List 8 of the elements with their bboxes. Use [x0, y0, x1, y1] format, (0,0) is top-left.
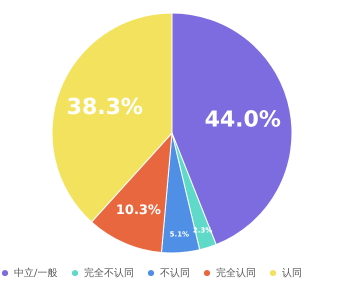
data-label: 44.0%	[204, 108, 281, 133]
legend-label: 中立/一般	[14, 267, 58, 280]
legend-label: 完全不认同	[84, 267, 134, 280]
legend-label: 认同	[282, 267, 302, 280]
data-label: 10.3%	[116, 202, 161, 218]
data-label: 38.3%	[66, 95, 143, 120]
legend-label: 完全认同	[216, 267, 256, 280]
legend-label: 不认同	[160, 267, 190, 280]
